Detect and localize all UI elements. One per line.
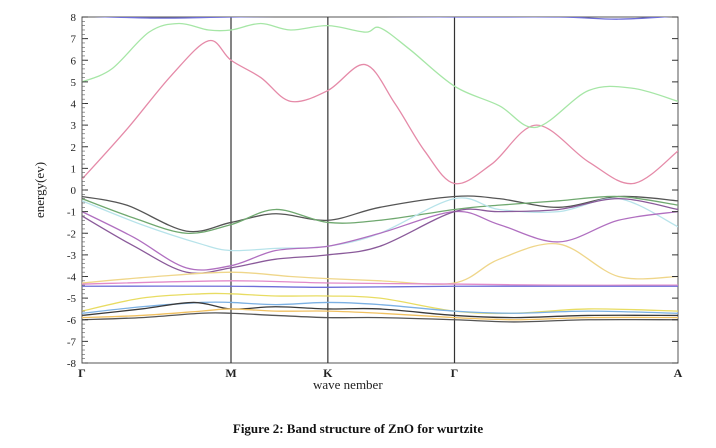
y-tick-label: 8 <box>71 12 77 24</box>
y-tick-label: 5 <box>71 77 77 89</box>
band-line-15 <box>82 312 678 323</box>
band-line-2 <box>82 22 678 129</box>
y-tick-label: 2 <box>71 142 77 154</box>
y-axis: -8 -7 -6 -5 -4 -3 -2 -1 0 1 2 3 4 5 6 7 8 <box>67 12 678 370</box>
x-tick-label: Γ <box>78 366 86 380</box>
y-tick-label: -3 <box>67 250 77 262</box>
y-tick-label: -7 <box>67 336 77 348</box>
band-line-13 <box>82 301 678 319</box>
band-structure-chart: -8 -7 -6 -5 -4 -3 -2 -1 0 1 2 3 4 5 6 7 8 Γ M K Γ A energy(e… <box>32 12 683 392</box>
x-axis-title: wave nember <box>313 377 383 392</box>
kpoint-lines <box>230 17 456 363</box>
y-tick-label: -5 <box>67 293 77 305</box>
y-tick-label: 0 <box>71 185 77 197</box>
y-tick-label: -1 <box>67 207 76 219</box>
band-line-1 <box>82 39 678 185</box>
y-axis-title: energy(ev) <box>32 162 47 218</box>
band-line-17 <box>94 17 672 20</box>
band-line-10 <box>82 285 678 288</box>
y-tick-label: 7 <box>71 34 77 46</box>
band-line-6 <box>82 210 678 271</box>
band-line-11 <box>82 292 678 315</box>
series-group <box>82 13 678 323</box>
y-tick-label: 4 <box>71 99 77 111</box>
figure-caption: Figure 2: Band structure of ZnO for wurt… <box>232 421 484 436</box>
band-line-8 <box>82 242 678 285</box>
band-line-4 <box>82 195 678 235</box>
y-tick-label: -8 <box>67 358 77 370</box>
band-line-5 <box>82 197 678 252</box>
y-tick-label: -4 <box>67 272 77 284</box>
band-line-16 <box>82 13 678 15</box>
x-tick-label: K <box>323 366 333 380</box>
y-tick-label: -2 <box>67 228 76 240</box>
x-tick-label: M <box>225 366 236 380</box>
y-tick-label: 6 <box>71 55 77 67</box>
band-line-9 <box>82 280 678 286</box>
y-tick-label: 1 <box>71 163 77 175</box>
band-line-7 <box>82 197 678 274</box>
band-line-12 <box>82 301 678 314</box>
x-tick-label: Γ <box>451 366 459 380</box>
band-line-3 <box>82 195 678 233</box>
y-tick-label: -6 <box>67 315 77 327</box>
y-tick-label: 3 <box>71 120 77 132</box>
band-line-14 <box>82 308 678 321</box>
x-tick-label: A <box>674 366 683 380</box>
